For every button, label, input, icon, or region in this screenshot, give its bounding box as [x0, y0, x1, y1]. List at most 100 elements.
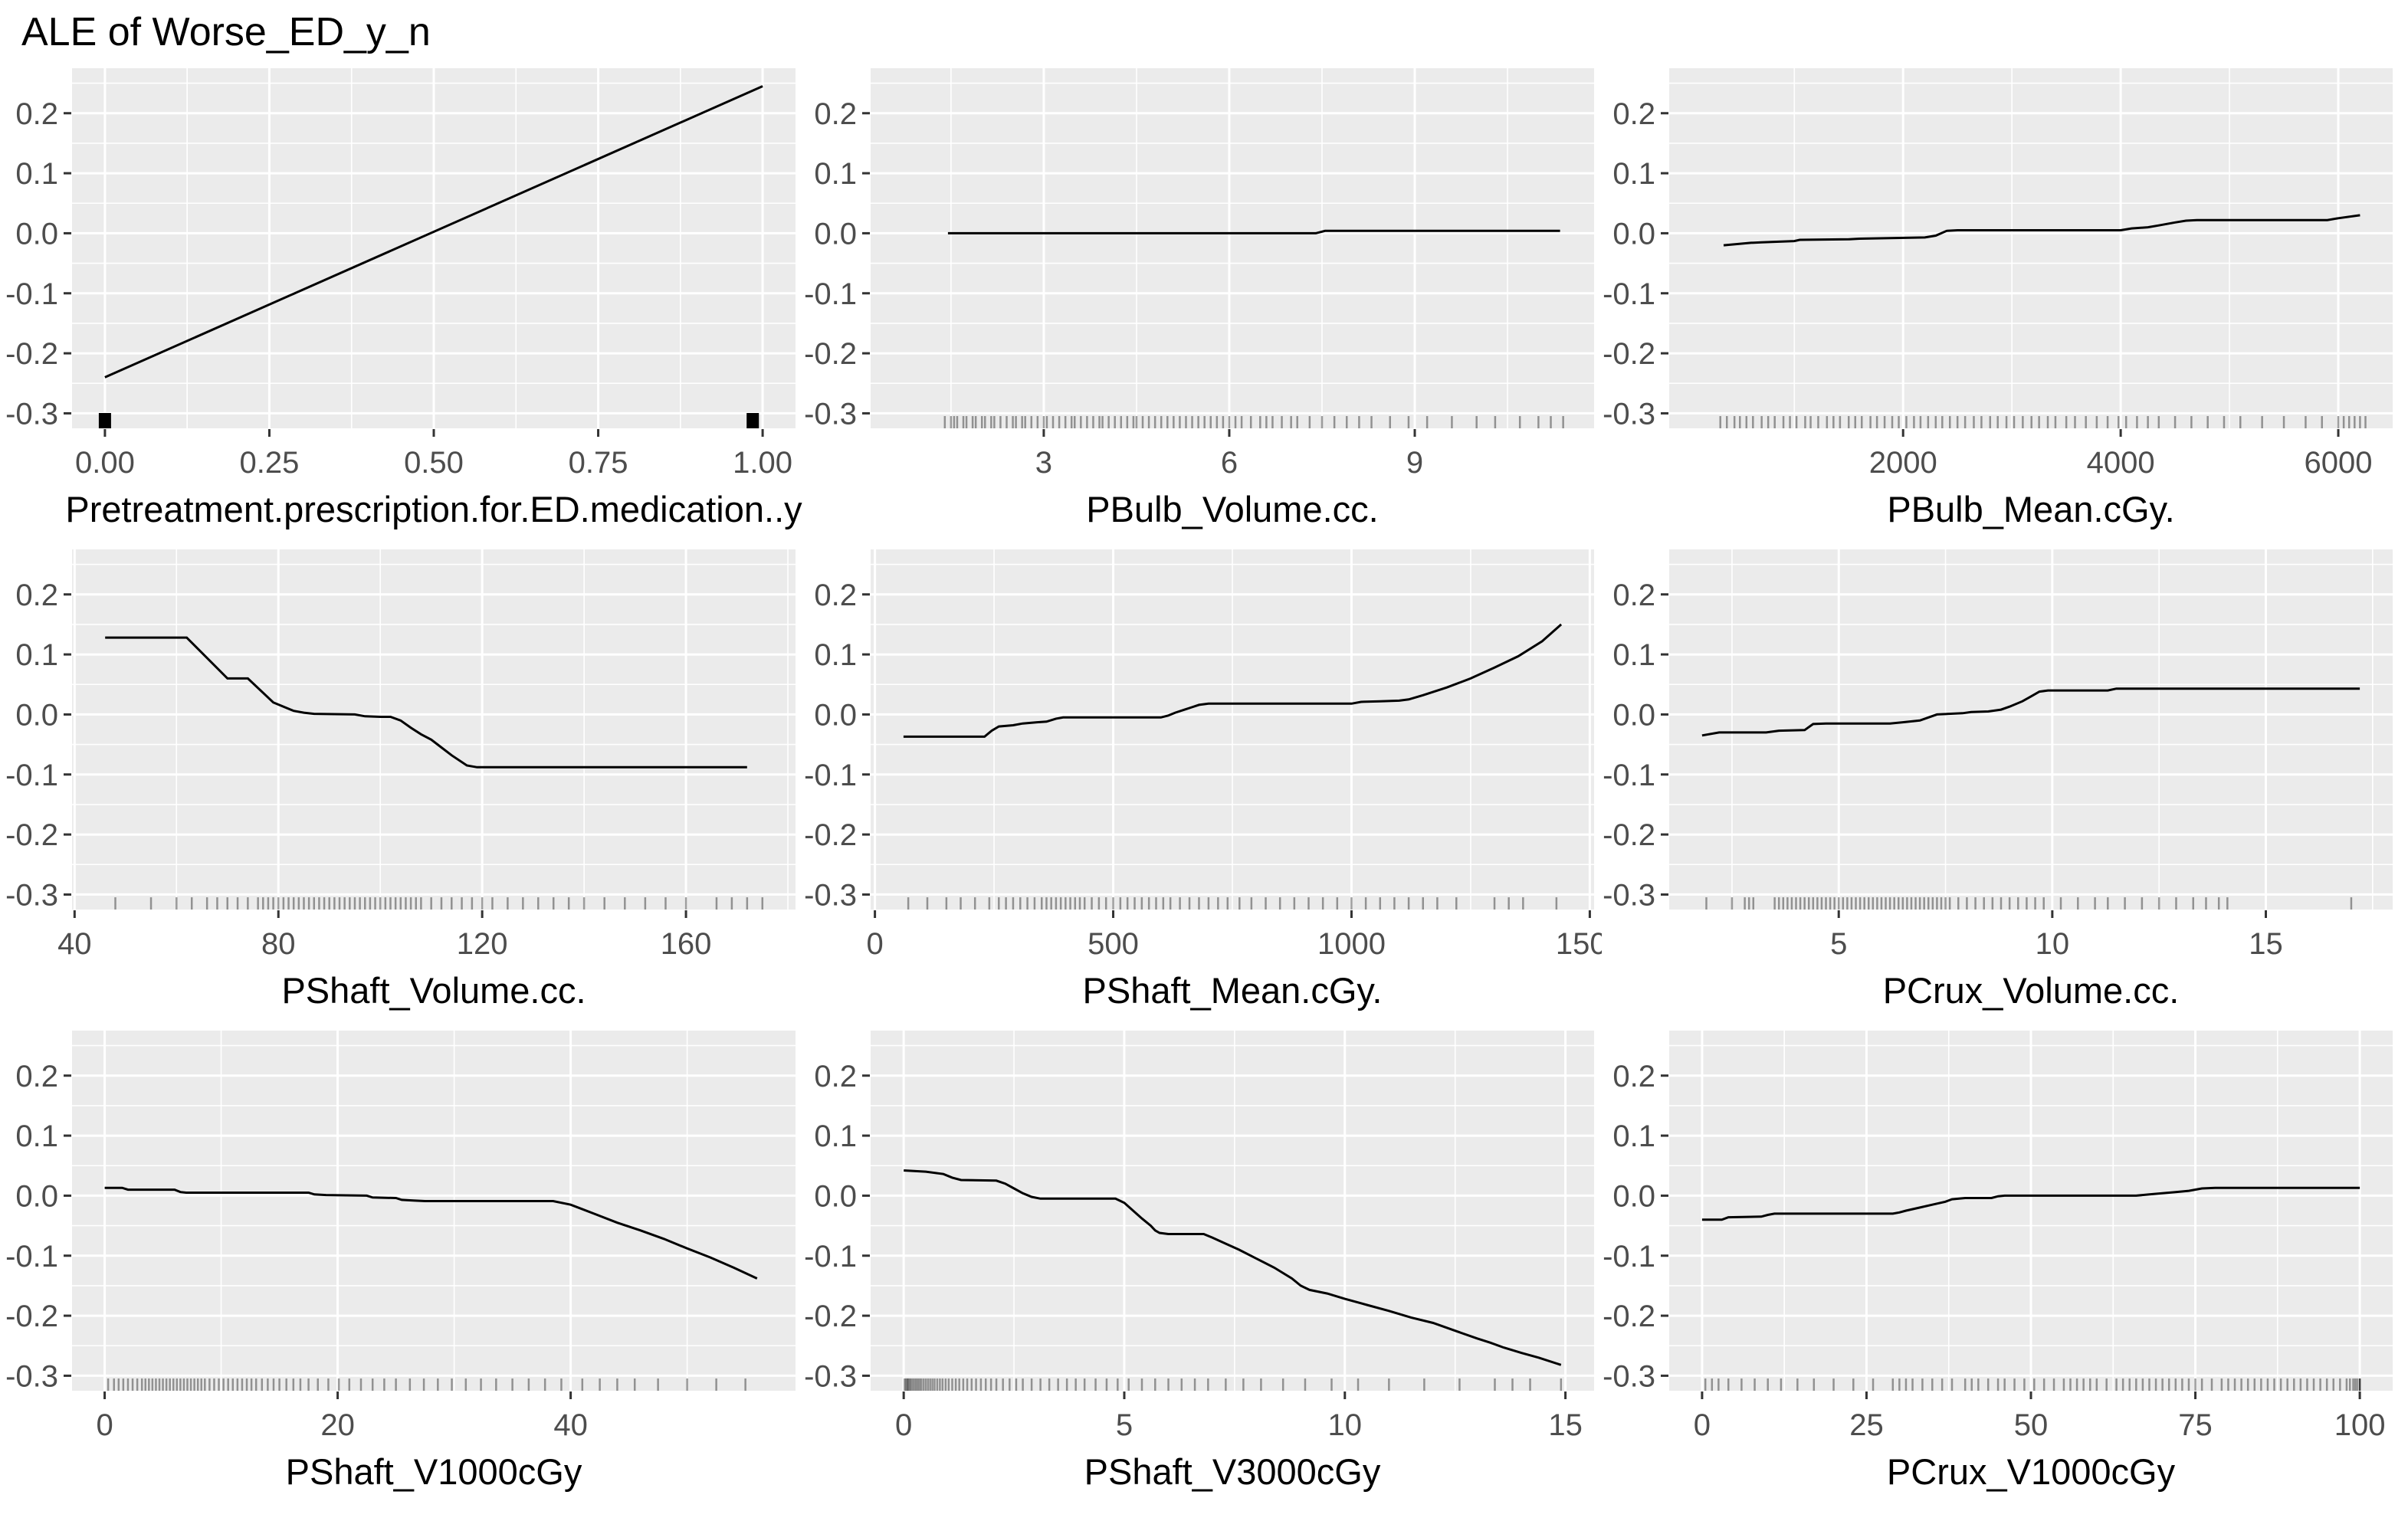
- y-tick-label: -0.1: [1603, 277, 1655, 311]
- x-tick-label: 3: [1035, 446, 1052, 480]
- panel-background: [1669, 68, 2393, 429]
- ale-subplot-pshaft-mean: 0.2 0.1 0.0 -0.1 -0.2 -0.3 0 500 1000 1500 PShaft_…: [804, 549, 1624, 1011]
- ale-subplot-pcrux-v1000: 0.2 0.1 0.0 -0.1 -0.2 -0.3 0 25 50 75 100 PCrux_V10…: [1603, 1031, 2393, 1492]
- y-tick-label: 0.1: [1612, 1119, 1655, 1153]
- panel-pshaft-mean: 0.2 0.1 0.0 -0.1 -0.2 -0.3 0 500 1000 1500 PShaft_…: [803, 540, 1624, 1015]
- panel-pshaft-volume: 0.2 0.1 0.0 -0.1 -0.2 -0.3 40 80 120 160 PShaft_Vo…: [5, 540, 803, 1015]
- panel-background: [871, 68, 1594, 429]
- x-tick-label: 9: [1406, 446, 1423, 480]
- panel-background: [871, 1031, 1594, 1392]
- y-tick-label: 0.0: [1612, 699, 1655, 733]
- y-tick-label: 0.2: [15, 97, 58, 131]
- x-tick-label: 0: [1694, 1408, 1711, 1442]
- y-tick-label: 0.2: [814, 1060, 857, 1093]
- y-tick-label: -0.3: [1603, 398, 1655, 431]
- x-tick-label: 0: [895, 1408, 912, 1442]
- y-tick-label: 0.2: [814, 97, 857, 131]
- x-axis-title: Pretreatment.prescription.for.ED.medicat…: [65, 489, 802, 529]
- y-tick-label: -0.1: [5, 1240, 58, 1274]
- x-tick-label: 10: [1328, 1408, 1363, 1442]
- y-tick-label: -0.1: [5, 277, 58, 311]
- x-axis-title: PShaft_V3000cGy: [1084, 1451, 1381, 1492]
- panel-pretreatment-prescription: 0.2 0.1 0.0 -0.1 -0.2 -0.3 0.00 0.25 0.50 0.75 1.0…: [5, 59, 803, 534]
- x-tick-label: 160: [661, 927, 712, 961]
- x-tick-label: 25: [1849, 1408, 1884, 1442]
- panel-pbulb-mean: 0.2 0.1 0.0 -0.1 -0.2 -0.3 2000 4000 6000 PBulb_M…: [1602, 59, 2400, 534]
- y-tick-label: 0.2: [814, 579, 857, 612]
- x-tick-label: 6000: [2305, 446, 2373, 480]
- panel-grid: 0.2 0.1 0.0 -0.1 -0.2 -0.3 0.00 0.25 0.50 0.75 1.0…: [5, 59, 2408, 1496]
- ale-line: [1723, 214, 2360, 247]
- panel-pshaft-v1000: 0.2 0.1 0.0 -0.1 -0.2 -0.3 0 20 40 PShaft_V1000cG…: [5, 1021, 803, 1496]
- y-tick-label: 0.1: [1612, 157, 1655, 191]
- y-tick-label: 0.2: [15, 579, 58, 612]
- panel-background: [1669, 549, 2393, 910]
- y-tick-label: -0.1: [804, 759, 857, 792]
- y-tick-label: 0.1: [814, 157, 857, 191]
- panel-background: [72, 1031, 796, 1392]
- x-tick-label: 120: [457, 927, 508, 961]
- x-tick-label: 15: [2249, 927, 2283, 961]
- y-tick-label: -0.1: [1603, 759, 1655, 792]
- y-tick-label: -0.1: [804, 277, 857, 311]
- x-axis-title: PCrux_Volume.cc.: [1883, 970, 2180, 1011]
- y-tick-label: -0.3: [804, 398, 857, 431]
- y-tick-label: 0.2: [1612, 1060, 1655, 1093]
- y-tick-label: -0.2: [804, 337, 857, 371]
- rug-mark-thick: [746, 413, 759, 429]
- y-tick-label: 0.2: [1612, 579, 1655, 612]
- x-axis-title: PCrux_V1000cGy: [1887, 1451, 2176, 1492]
- y-tick-label: -0.3: [5, 1360, 58, 1394]
- x-tick-label: 0: [96, 1408, 113, 1442]
- x-tick-label: 4000: [2087, 446, 2155, 480]
- x-tick-label: 20: [320, 1408, 355, 1442]
- y-tick-label: -0.2: [5, 1300, 58, 1333]
- x-tick-label: 0: [866, 927, 883, 961]
- y-tick-label: -0.3: [5, 879, 58, 913]
- x-tick-label: 6: [1221, 446, 1238, 480]
- x-tick-label: 0.25: [240, 446, 300, 480]
- ale-line: [904, 1169, 1562, 1366]
- ale-plot-figure: ALE of Worse_ED_y_n 0.2 0.1 0.0 -0.1 -0.2 -0.…: [0, 10, 2408, 1496]
- panel-pshaft-v3000: 0.2 0.1 0.0 -0.1 -0.2 -0.3 0 5 10 15 PShaft_V3000c…: [803, 1021, 1602, 1496]
- y-tick-label: 0.0: [15, 1180, 58, 1214]
- panel-pcrux-v1000: 0.2 0.1 0.0 -0.1 -0.2 -0.3 0 25 50 75 100 PCrux_V10…: [1602, 1021, 2400, 1496]
- ale-subplot-pbulb-mean: 0.2 0.1 0.0 -0.1 -0.2 -0.3 2000 4000 6000 PBulb_M…: [1603, 68, 2393, 529]
- x-tick-label: 100: [2334, 1408, 2386, 1442]
- y-tick-label: -0.2: [1603, 337, 1655, 371]
- y-tick-label: 0.0: [814, 1180, 857, 1214]
- y-tick-label: -0.1: [1603, 1240, 1655, 1274]
- ale-line: [1701, 1186, 2360, 1221]
- x-tick-label: 75: [2178, 1408, 2213, 1442]
- page-title: ALE of Worse_ED_y_n: [21, 10, 431, 54]
- y-tick-label: -0.2: [5, 818, 58, 852]
- y-tick-label: -0.2: [804, 818, 857, 852]
- y-tick-label: 0.0: [15, 699, 58, 733]
- y-tick-label: 0.0: [1612, 218, 1655, 251]
- ale-line: [104, 85, 763, 379]
- ale-subplot-pshaft-volume: 0.2 0.1 0.0 -0.1 -0.2 -0.3 40 80 120 160 PShaft_Vo…: [5, 549, 796, 1011]
- ale-line: [104, 1186, 758, 1280]
- y-tick-label: -0.3: [804, 1360, 857, 1394]
- x-tick-label: 15: [1548, 1408, 1583, 1442]
- y-tick-label: -0.2: [5, 337, 58, 371]
- y-tick-label: 0.1: [814, 1119, 857, 1153]
- ale-subplot-pshaft-v1000: 0.2 0.1 0.0 -0.1 -0.2 -0.3 0 20 40 PShaft_V1000cG…: [5, 1031, 796, 1492]
- ale-line: [947, 229, 1560, 235]
- y-tick-label: 0.0: [15, 218, 58, 251]
- y-tick-label: 0.2: [1612, 97, 1655, 131]
- x-axis-title: PShaft_V1000cGy: [286, 1451, 582, 1492]
- y-tick-label: -0.3: [5, 398, 58, 431]
- y-tick-label: -0.3: [1603, 879, 1655, 913]
- panel-background: [72, 549, 796, 910]
- ale-line: [105, 636, 747, 769]
- x-tick-label: 1000: [1317, 927, 1386, 961]
- ale-subplot-pshaft-v3000: 0.2 0.1 0.0 -0.1 -0.2 -0.3 0 5 10 15 PShaft_V3000c…: [804, 1031, 1594, 1492]
- y-tick-label: 0.0: [814, 218, 857, 251]
- ale-subplot-pretreatment-prescription: 0.2 0.1 0.0 -0.1 -0.2 -0.3 0.00 0.25 0.50 0.75 1.0…: [5, 68, 802, 529]
- y-tick-label: -0.3: [804, 879, 857, 913]
- y-tick-label: -0.2: [1603, 1300, 1655, 1333]
- x-tick-label: 2000: [1869, 446, 1937, 480]
- y-tick-label: -0.2: [1603, 818, 1655, 852]
- x-tick-label: 0.75: [569, 446, 628, 480]
